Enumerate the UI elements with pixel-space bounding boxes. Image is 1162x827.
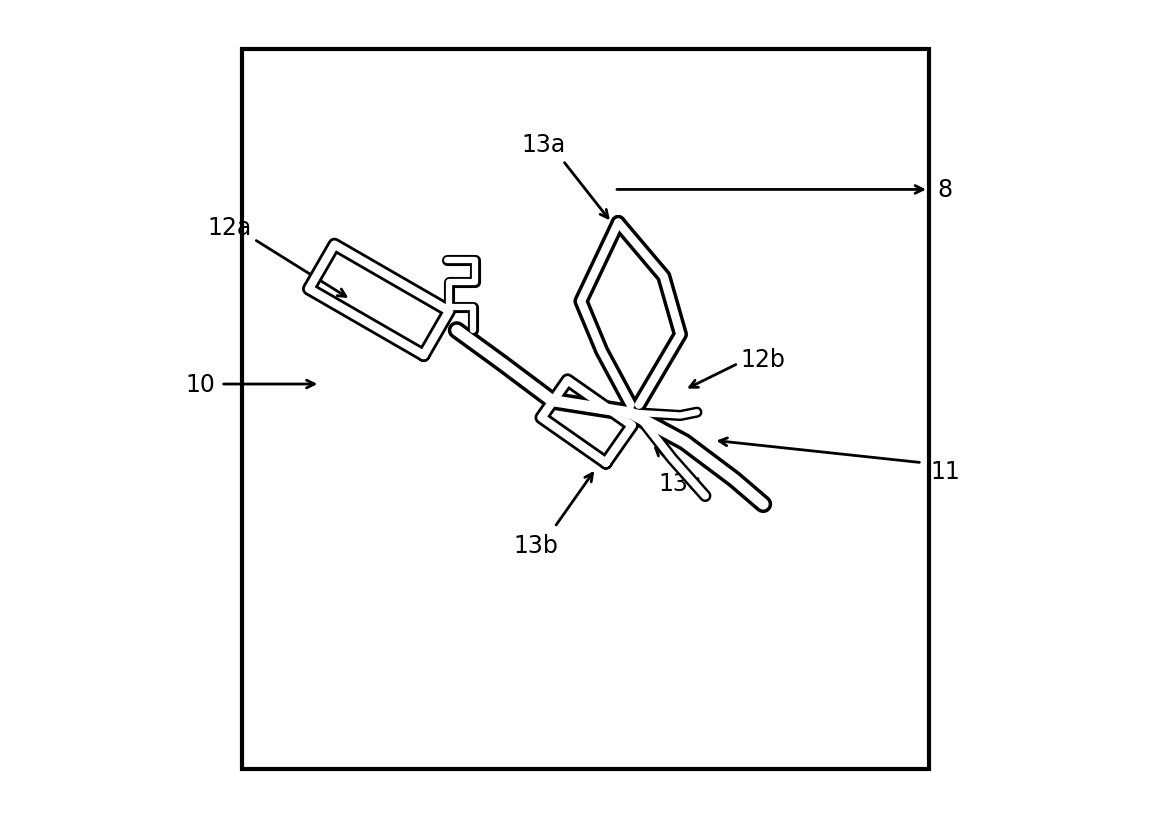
Text: 12b: 12b [740,348,786,371]
Text: 13a: 13a [522,133,566,156]
Text: 8: 8 [938,179,953,202]
Text: 13c: 13c [659,472,702,495]
Bar [242,50,928,769]
Text: 12a: 12a [207,216,251,239]
Text: 11: 11 [931,460,960,483]
Text: 13b: 13b [512,534,558,557]
Text: 10: 10 [185,373,215,396]
